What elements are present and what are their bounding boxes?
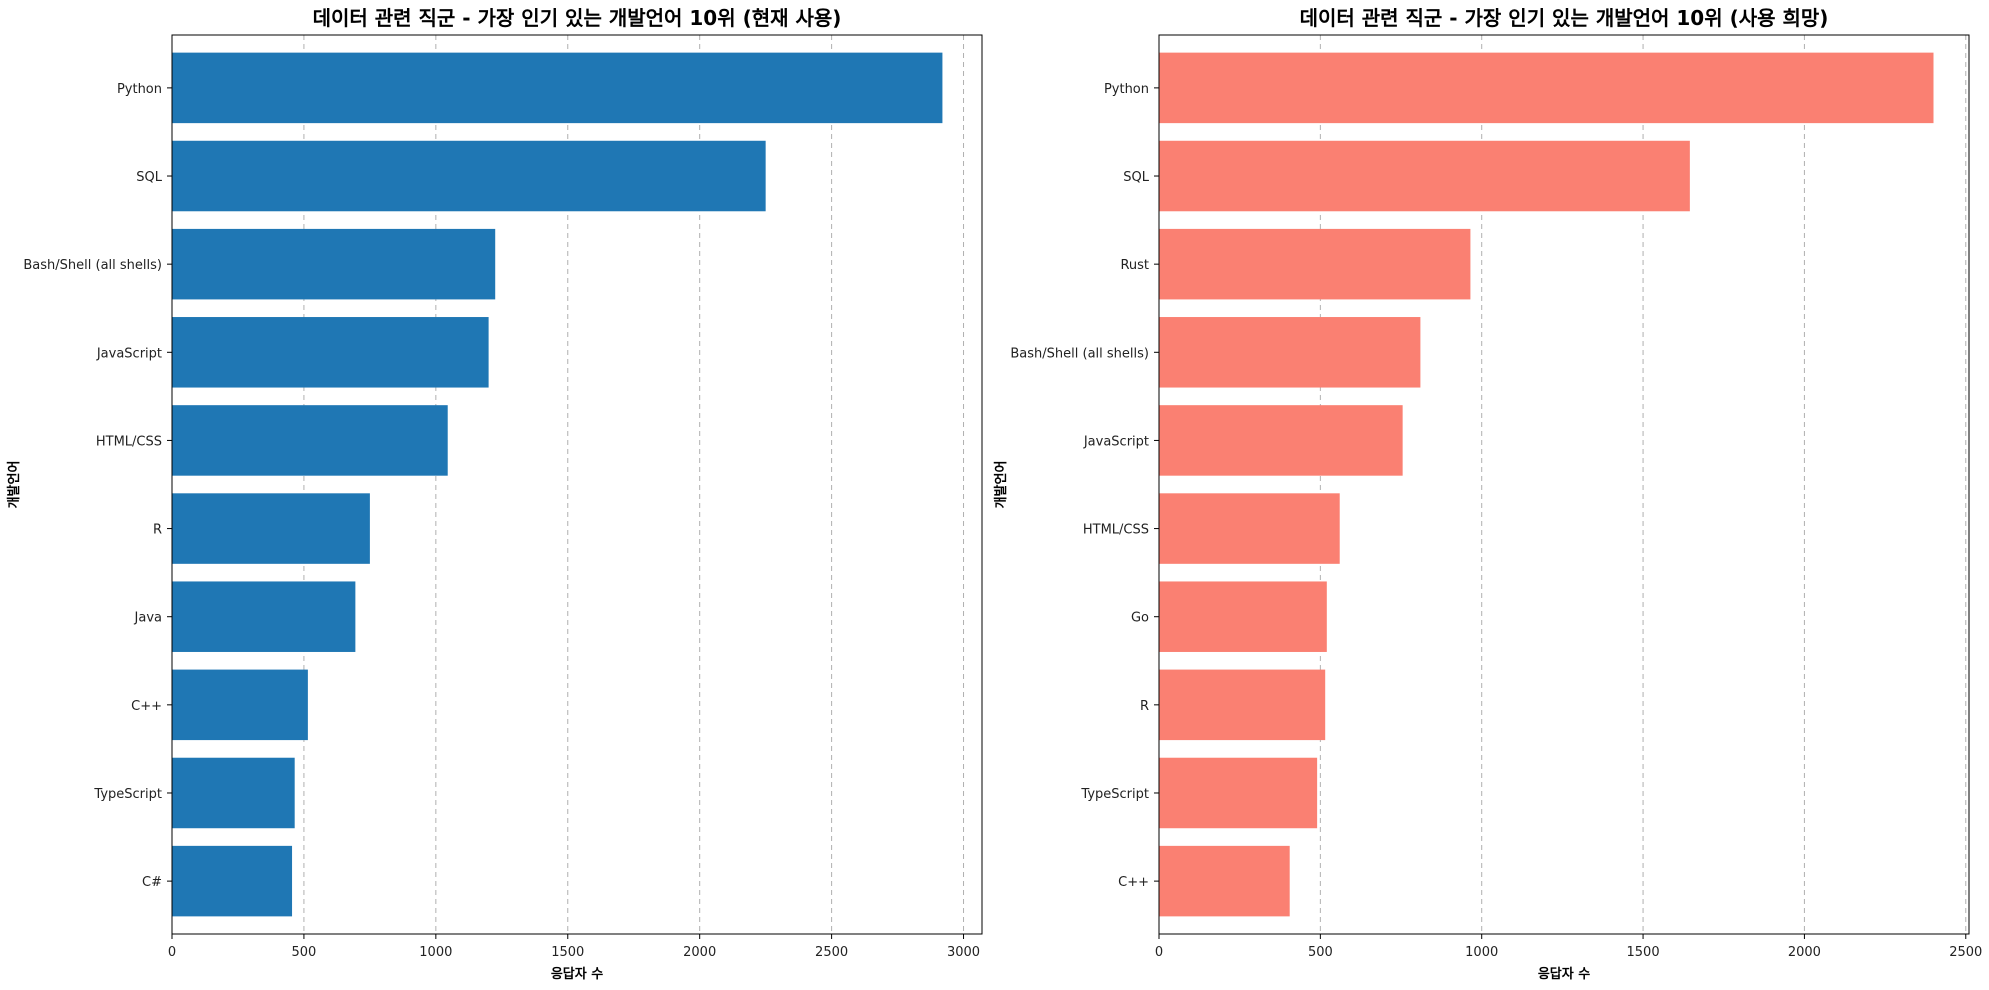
- axis-ticks: 0 500 1000 1500 2000 2500 3000 Python SQL Bash/Sh…: [23, 82, 980, 960]
- y-tick-label: Bash/Shell (all shells): [23, 258, 162, 273]
- x-tick-label: 2500: [815, 945, 848, 960]
- bar: [1159, 405, 1403, 476]
- bar: [1159, 52, 1934, 124]
- bar: [1159, 493, 1340, 564]
- y-tick-label: R: [153, 523, 162, 538]
- y-tick-label: JavaScript: [1083, 434, 1149, 449]
- bar: [1159, 581, 1327, 652]
- y-tick-label: TypeScript: [1080, 787, 1149, 802]
- bar: [1159, 757, 1318, 829]
- bars: [172, 52, 943, 917]
- bar: [1159, 228, 1471, 300]
- y-axis-label: 개발언어: [993, 461, 1009, 509]
- x-tick-label: 1000: [419, 945, 452, 960]
- y-tick-label: SQL: [1123, 170, 1149, 185]
- x-tick-label: 0: [168, 945, 176, 960]
- bar: [172, 317, 489, 388]
- y-tick-label: Rust: [1120, 258, 1149, 273]
- y-tick-label: Python: [117, 82, 162, 97]
- x-tick-label: 2000: [1788, 945, 1821, 960]
- y-tick-label: Bash/Shell (all shells): [1010, 346, 1149, 361]
- x-tick-label: 3000: [947, 945, 980, 960]
- bar: [172, 493, 370, 564]
- y-tick-label: TypeScript: [93, 787, 162, 802]
- y-tick-label: Java: [134, 611, 162, 626]
- x-tick-label: 1500: [551, 945, 584, 960]
- bar: [1159, 140, 1690, 212]
- bars: [1159, 52, 1934, 917]
- bar: [172, 405, 448, 476]
- bar: [172, 140, 766, 212]
- x-tick-label: 1500: [1627, 945, 1660, 960]
- bar: [1159, 669, 1326, 741]
- bar: [172, 228, 496, 300]
- x-axis-label: 응답자 수: [551, 967, 603, 982]
- bar: [172, 669, 308, 741]
- y-tick-label: R: [1140, 699, 1149, 714]
- chart-title: 데이터 관련 직군 - 가장 인기 있는 개발언어 10위 (사용 희망): [1300, 6, 1829, 30]
- bar: [172, 52, 943, 124]
- y-axis-label: 개발언어: [6, 461, 22, 509]
- axis-ticks: 0 500 1000 1500 2000 2500 Python SQL Rust Bash/Sh…: [1010, 82, 1982, 960]
- bar: [172, 845, 293, 917]
- x-tick-label: 500: [1308, 945, 1333, 960]
- y-tick-label: SQL: [136, 170, 162, 185]
- y-tick-label: Go: [1131, 611, 1149, 626]
- bar: [172, 757, 295, 829]
- x-tick-label: 1000: [1465, 945, 1498, 960]
- x-tick-label: 2000: [683, 945, 716, 960]
- x-tick-label: 2500: [1949, 945, 1982, 960]
- x-tick-label: 0: [1155, 945, 1163, 960]
- y-tick-label: HTML/CSS: [96, 434, 162, 449]
- bar: [172, 581, 356, 652]
- x-tick-label: 500: [292, 945, 317, 960]
- y-tick-label: HTML/CSS: [1083, 523, 1149, 538]
- chart-right-desired-use: 데이터 관련 직군 - 가장 인기 있는 개발언어 10위 (사용 희망) 응답…: [993, 6, 1982, 982]
- bar: [1159, 317, 1421, 388]
- x-axis-label: 응답자 수: [1538, 967, 1590, 982]
- y-tick-label: C++: [1118, 875, 1149, 890]
- plot-frame: [1158, 34, 1970, 935]
- chart-title: 데이터 관련 직군 - 가장 인기 있는 개발언어 10위 (현재 사용): [313, 6, 842, 30]
- y-tick-label: JavaScript: [96, 346, 162, 361]
- plot-frame: [171, 34, 983, 935]
- bar: [1159, 845, 1290, 917]
- y-tick-label: C#: [142, 875, 162, 890]
- y-tick-label: Python: [1104, 82, 1149, 97]
- y-tick-label: C++: [131, 699, 162, 714]
- chart-left-current-use: 데이터 관련 직군 - 가장 인기 있는 개발언어 10위 (현재 사용) 응답…: [6, 6, 983, 982]
